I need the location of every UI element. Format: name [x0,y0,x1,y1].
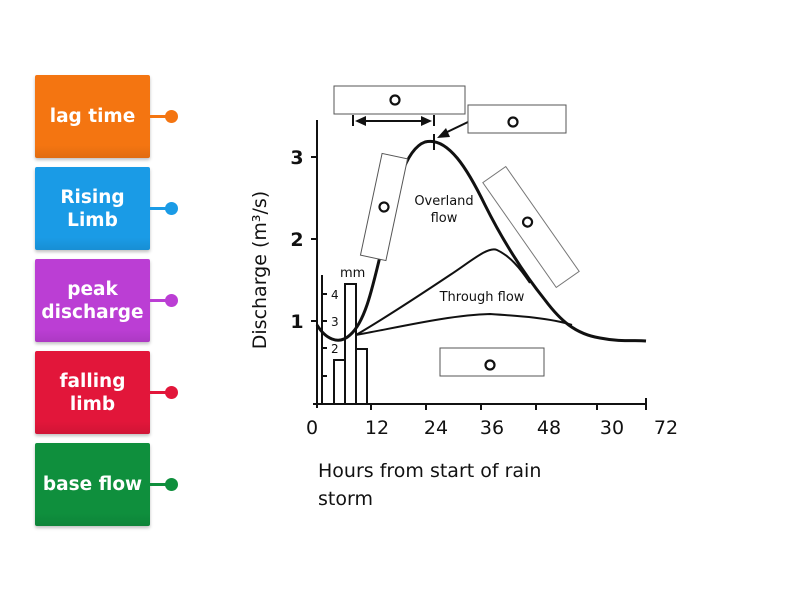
card-lag-time[interactable]: lag time [35,75,150,158]
rain-bar [355,348,368,405]
y-tick-label: 3 [290,147,303,169]
y-axis-label: Discharge (m³/s) [249,191,271,349]
card-label: peak discharge [41,278,143,324]
drop-zone-peak-discharge[interactable] [467,104,567,134]
overland-flow-curve [315,139,647,343]
x-tick-label: 30 [600,417,624,439]
drop-zone-falling-limb[interactable] [482,165,580,289]
connector-dot[interactable] [165,110,178,123]
x-tick-label: 48 [537,417,561,439]
base-flow-curve [355,312,573,336]
x-tick-label: 12 [365,417,389,439]
through-flow-curve [355,248,531,336]
connector-line [150,299,167,302]
card-text: discharge [41,301,144,323]
rain-bar [333,359,346,405]
x-axis-label-line1: Hours from start of rain [318,460,541,482]
card-text: Rising [60,186,125,208]
rain-scale-label: 4 [331,288,339,302]
drop-zone-marker [389,94,401,106]
lag-time-arrow [352,115,435,150]
card-label: lag time [50,105,136,128]
card-rising-limb[interactable]: Rising Limb [35,167,150,250]
drop-zone-marker [507,116,519,128]
connector-line [150,483,167,486]
overland-flow-label: Overland [414,194,473,209]
rain-scale-label: 2 [331,342,339,356]
card-text: lag time [49,106,136,127]
drop-zone-rising-limb[interactable] [359,152,409,262]
connector-dot[interactable] [165,386,178,399]
rain-unit-label: mm [340,266,365,281]
peak-arrow [437,121,469,138]
card-text: falling [59,370,126,392]
x-tick-label: 0 [306,417,318,439]
card-text: limb [69,393,116,415]
card-falling-limb[interactable]: falling limb [35,351,150,434]
card-text: Limb [67,209,118,231]
card-text: base flow [42,474,143,495]
connector-line [150,391,167,394]
rain-scale-label: 3 [331,315,339,329]
rain-bar [344,283,357,405]
through-flow-label: Through flow [439,290,525,305]
connector-dot[interactable] [165,294,178,307]
drop-zone-lag-time[interactable] [333,85,466,115]
card-label: Rising Limb [60,186,124,232]
connector-dot[interactable] [165,478,178,491]
connector-line [150,115,167,118]
card-text: peak [67,278,118,300]
card-base-flow[interactable]: base flow [35,443,150,526]
connector-line [150,207,167,210]
drop-zone-base-flow[interactable] [439,347,545,377]
y-tick-label: 2 [290,229,303,251]
card-label: falling limb [60,370,126,416]
drop-zone-marker [484,359,496,371]
drop-zone-marker [521,216,534,228]
overland-flow-label: flow [431,211,458,226]
x-tick-label: 72 [654,417,678,439]
drop-zone-marker [378,201,390,213]
x-tick-label: 24 [424,417,448,439]
x-ticks [316,398,647,410]
connector-dot[interactable] [165,202,178,215]
x-axis-label-line2: storm [318,488,373,510]
y-tick-label: 1 [290,311,303,333]
card-label: base flow [43,473,142,496]
rainfall-histogram [321,275,368,405]
x-tick-label: 36 [480,417,504,439]
card-peak-discharge[interactable]: peak discharge [35,259,150,342]
